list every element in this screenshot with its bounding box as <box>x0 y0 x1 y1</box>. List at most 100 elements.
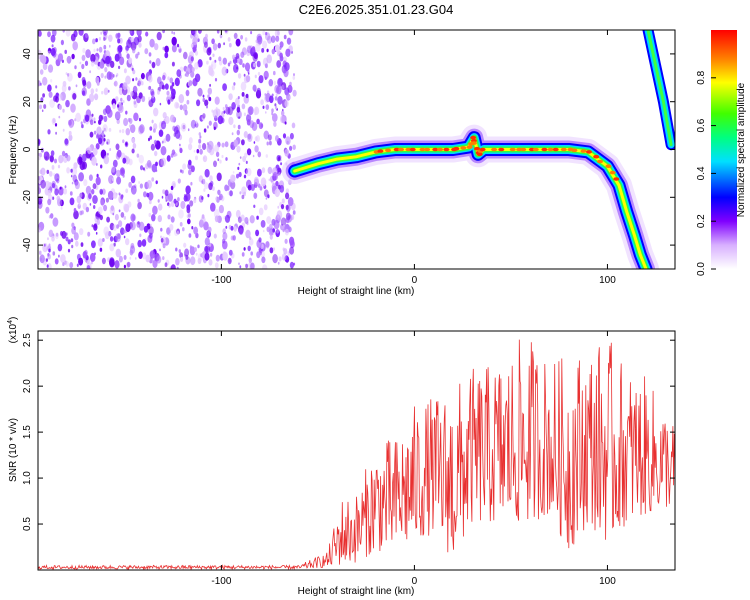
noise-speckle <box>173 126 179 135</box>
noise-speckle <box>215 197 218 201</box>
noise-speckle <box>59 186 62 190</box>
noise-speckle <box>61 230 67 239</box>
noise-speckle <box>135 77 138 81</box>
noise-speckle <box>52 196 55 200</box>
noise-speckle <box>130 175 136 184</box>
noise-speckle <box>102 108 107 116</box>
noise-speckle <box>188 233 192 238</box>
noise-speckle <box>41 109 44 112</box>
noise-speckle <box>47 47 52 54</box>
noise-speckle <box>123 235 126 239</box>
noise-speckle <box>246 148 252 156</box>
noise-speckle <box>81 63 85 70</box>
noise-speckle <box>148 199 152 205</box>
noise-speckle <box>188 80 193 86</box>
noise-speckle <box>66 154 71 162</box>
noise-speckle <box>83 179 88 187</box>
noise-speckle <box>232 235 236 241</box>
noise-speckle <box>273 80 277 86</box>
noise-speckle <box>130 124 136 133</box>
noise-speckle <box>284 87 290 96</box>
noise-speckle <box>97 238 103 247</box>
noise-speckle <box>224 214 231 223</box>
noise-speckle <box>246 167 252 177</box>
noise-speckle <box>207 193 210 198</box>
noise-speckle <box>280 217 287 227</box>
noise-speckle <box>203 128 207 133</box>
noise-speckle <box>213 233 217 239</box>
noise-speckle <box>137 239 142 248</box>
noise-speckle <box>95 143 100 150</box>
noise-speckle <box>233 139 239 147</box>
noise-speckle <box>57 164 61 169</box>
noise-speckle <box>75 240 79 247</box>
noise-speckle <box>250 251 253 256</box>
noise-speckle <box>270 35 276 43</box>
noise-speckle <box>117 45 123 53</box>
noise-speckle <box>162 46 165 51</box>
noise-speckle <box>162 30 165 34</box>
y-tick-label: 0.5 <box>22 517 33 531</box>
noise-speckle <box>169 223 174 231</box>
colorbar-tick-label: 0.2 <box>696 214 707 228</box>
noise-speckle <box>170 96 174 102</box>
noise-speckle <box>157 90 160 95</box>
snr-y-label: SNR (10 * v/v) <box>8 418 19 482</box>
noise-speckle <box>177 197 180 202</box>
noise-speckle <box>170 200 175 207</box>
noise-speckle <box>125 142 128 146</box>
noise-speckle <box>285 217 290 224</box>
noise-speckle <box>190 165 195 173</box>
noise-speckle <box>136 30 142 37</box>
noise-speckle <box>240 51 245 58</box>
noise-speckle <box>89 203 92 206</box>
noise-speckle <box>263 130 270 140</box>
noise-speckle <box>61 150 66 157</box>
noise-speckle <box>219 60 223 66</box>
noise-speckle <box>191 67 195 73</box>
noise-speckle <box>65 72 68 76</box>
noise-speckle <box>271 108 274 113</box>
noise-speckle <box>255 229 260 237</box>
noise-speckle <box>214 77 218 82</box>
noise-speckle <box>81 54 86 62</box>
noise-speckle <box>125 110 128 115</box>
noise-speckle <box>163 138 167 144</box>
noise-speckle <box>47 84 52 92</box>
noise-speckle <box>252 154 255 158</box>
colorbar-tick-label: 0.8 <box>696 70 707 84</box>
noise-speckle <box>108 34 113 42</box>
ridge-peak <box>586 150 592 154</box>
noise-speckle <box>91 188 95 195</box>
noise-speckle <box>254 106 260 116</box>
noise-speckle <box>184 248 190 257</box>
noise-speckle <box>55 85 58 89</box>
noise-speckle <box>162 243 166 249</box>
noise-speckle <box>70 174 73 178</box>
noise-speckle <box>210 202 216 212</box>
noise-speckle <box>222 240 228 250</box>
noise-speckle <box>181 169 184 174</box>
noise-speckle <box>286 93 291 101</box>
noise-speckle <box>291 122 296 129</box>
noise-speckle <box>175 247 178 252</box>
ridge-alias <box>642 30 675 151</box>
noise-speckle <box>273 219 280 230</box>
noise-speckle <box>235 97 240 106</box>
noise-speckle <box>202 155 208 163</box>
noise-speckle <box>149 250 156 259</box>
noise-speckle <box>60 206 63 210</box>
noise-speckle <box>274 44 280 53</box>
y-tick-label: -20 <box>22 190 33 205</box>
noise-speckle <box>280 162 283 166</box>
noise-speckle <box>122 139 125 144</box>
noise-speckle <box>229 60 232 64</box>
noise-speckle <box>124 206 128 212</box>
noise-speckle <box>281 84 285 90</box>
noise-speckle <box>160 235 162 239</box>
noise-speckle <box>161 84 165 90</box>
noise-speckle <box>120 47 122 50</box>
noise-speckle <box>131 137 136 144</box>
noise-speckle <box>132 78 135 82</box>
ridge-peak <box>498 147 505 152</box>
